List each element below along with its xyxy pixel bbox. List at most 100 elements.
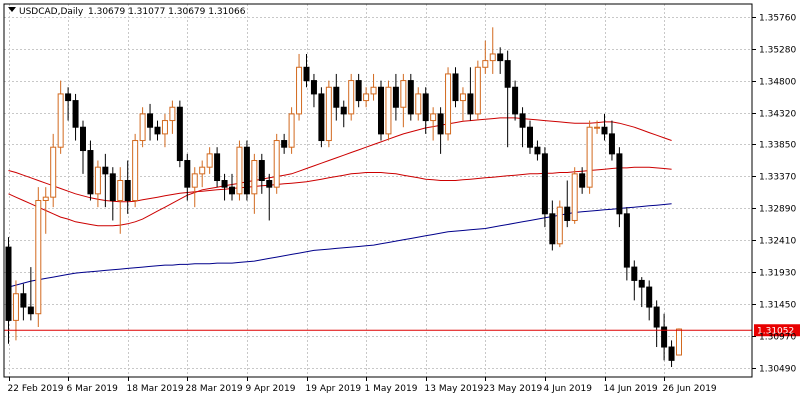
x-tick-label: 28 Mar 2019 — [186, 384, 243, 394]
candle-bull — [556, 206, 563, 245]
x-tick-label: 13 May 2019 — [425, 384, 484, 394]
candle-bull — [117, 180, 124, 201]
candle-bear — [653, 306, 660, 328]
candles — [5, 27, 682, 368]
candle-bear — [72, 100, 79, 128]
candle-bear — [579, 173, 586, 188]
dropdown-triangle-icon[interactable] — [8, 7, 16, 12]
candle-bull — [676, 328, 682, 356]
chart-header: USDCAD,Daily 1.30679 1.31077 1.30679 1.3… — [8, 7, 246, 17]
candle-bear — [623, 213, 630, 268]
candle-bear — [176, 106, 183, 162]
candle-bear — [497, 53, 504, 62]
candle-bull — [288, 113, 295, 148]
y-tick-label: 1.32890 — [759, 205, 796, 215]
candle-bear — [549, 213, 556, 245]
candle-bear — [467, 93, 474, 115]
candle-bull — [586, 126, 593, 188]
candle-bear — [512, 86, 519, 115]
candle-bear — [340, 106, 347, 115]
candle-bear — [258, 160, 265, 182]
candle-bull — [251, 160, 258, 195]
candle-bull — [489, 53, 496, 62]
candle-bear — [27, 306, 34, 315]
y-tick-label: 1.33850 — [759, 141, 796, 151]
candle-bull — [445, 73, 452, 135]
current-price-label: 1.31052 — [757, 327, 794, 337]
moving-average-line — [8, 117, 672, 227]
candle-bear — [422, 93, 429, 122]
candle-bear — [392, 86, 399, 108]
x-tick-label: 4 Jun 2019 — [544, 384, 593, 394]
candle-bull — [385, 86, 392, 135]
candle-bull — [296, 66, 303, 115]
candle-bull — [430, 113, 437, 122]
candle-bull — [132, 140, 139, 201]
candle-bear — [5, 246, 12, 321]
price-axis: 1.35760 1.35280 1.34800 1.34320 1.33850 1.333… — [752, 14, 796, 375]
candle-bear — [303, 66, 310, 82]
candle-bear — [646, 286, 653, 308]
candle-bull — [594, 126, 601, 129]
candle-bull — [415, 93, 422, 115]
candle-bull — [139, 113, 146, 142]
candle-bull — [206, 153, 213, 168]
moving-average-line — [8, 166, 672, 203]
candle-bull — [191, 173, 198, 188]
candle-bear — [333, 86, 340, 108]
y-tick-label: 1.33370 — [759, 173, 796, 183]
grid-lines — [4, 4, 752, 377]
y-tick-label: 1.31930 — [759, 269, 796, 279]
y-tick-label: 1.34320 — [759, 110, 796, 120]
x-tick-label: 19 Apr 2019 — [306, 384, 362, 394]
candle-bear — [154, 126, 161, 135]
time-axis: 22 Feb 2019 6 Mar 2019 18 Mar 2019 28 Mar 2… — [8, 377, 717, 394]
candle-bull — [370, 86, 377, 95]
candle-bull — [482, 60, 489, 68]
x-tick-label: 9 Apr 2019 — [246, 384, 296, 394]
candle-bear — [310, 80, 317, 95]
y-tick-label: 1.35760 — [759, 14, 796, 24]
candle-bull — [236, 146, 243, 195]
candle-bear — [407, 80, 414, 115]
candle-bull — [94, 166, 101, 195]
candle-bull — [50, 146, 57, 198]
x-tick-label: 23 May 2019 — [484, 384, 543, 394]
candle-bull — [325, 86, 332, 142]
candle-bear — [65, 93, 72, 102]
current-price-label-bg — [754, 324, 800, 337]
candle-bear — [601, 126, 608, 135]
candle-bull — [474, 66, 481, 115]
candle-bear — [504, 60, 511, 88]
x-tick-label: 22 Feb 2019 — [8, 384, 64, 394]
candle-bull — [35, 199, 42, 315]
candle-bull — [571, 173, 578, 221]
candle-bear — [229, 186, 235, 195]
x-tick-label: 6 Mar 2019 — [67, 384, 119, 394]
candle-bear — [541, 153, 548, 215]
candle-bull — [169, 106, 176, 122]
y-tick-label: 1.32410 — [759, 237, 796, 247]
y-tick-label: 1.35280 — [759, 46, 796, 56]
plot-frame — [3, 3, 753, 378]
candle-bull — [348, 80, 355, 115]
x-tick-label: 14 Jun 2019 — [604, 384, 658, 394]
candle-bear — [243, 146, 250, 195]
candle-bear — [638, 279, 645, 288]
candle-bear — [102, 166, 109, 175]
candle-bear — [631, 266, 638, 281]
candle-bull — [273, 140, 280, 188]
candle-bear — [124, 180, 131, 201]
candle-bear — [608, 133, 615, 155]
y-tick-label: 1.34800 — [759, 78, 796, 88]
candle-bear — [452, 73, 459, 102]
candle-bear — [378, 86, 384, 135]
y-tick-label: 1.30490 — [759, 365, 796, 375]
current-price-line: 1.31052 — [4, 324, 800, 337]
candle-bear — [527, 126, 533, 148]
candle-bear — [534, 146, 541, 155]
candle-bear — [109, 173, 116, 201]
candle-bear — [437, 113, 444, 135]
y-tick-label: 1.30970 — [759, 333, 796, 343]
symbol-label: USDCAD,Daily — [19, 7, 84, 17]
